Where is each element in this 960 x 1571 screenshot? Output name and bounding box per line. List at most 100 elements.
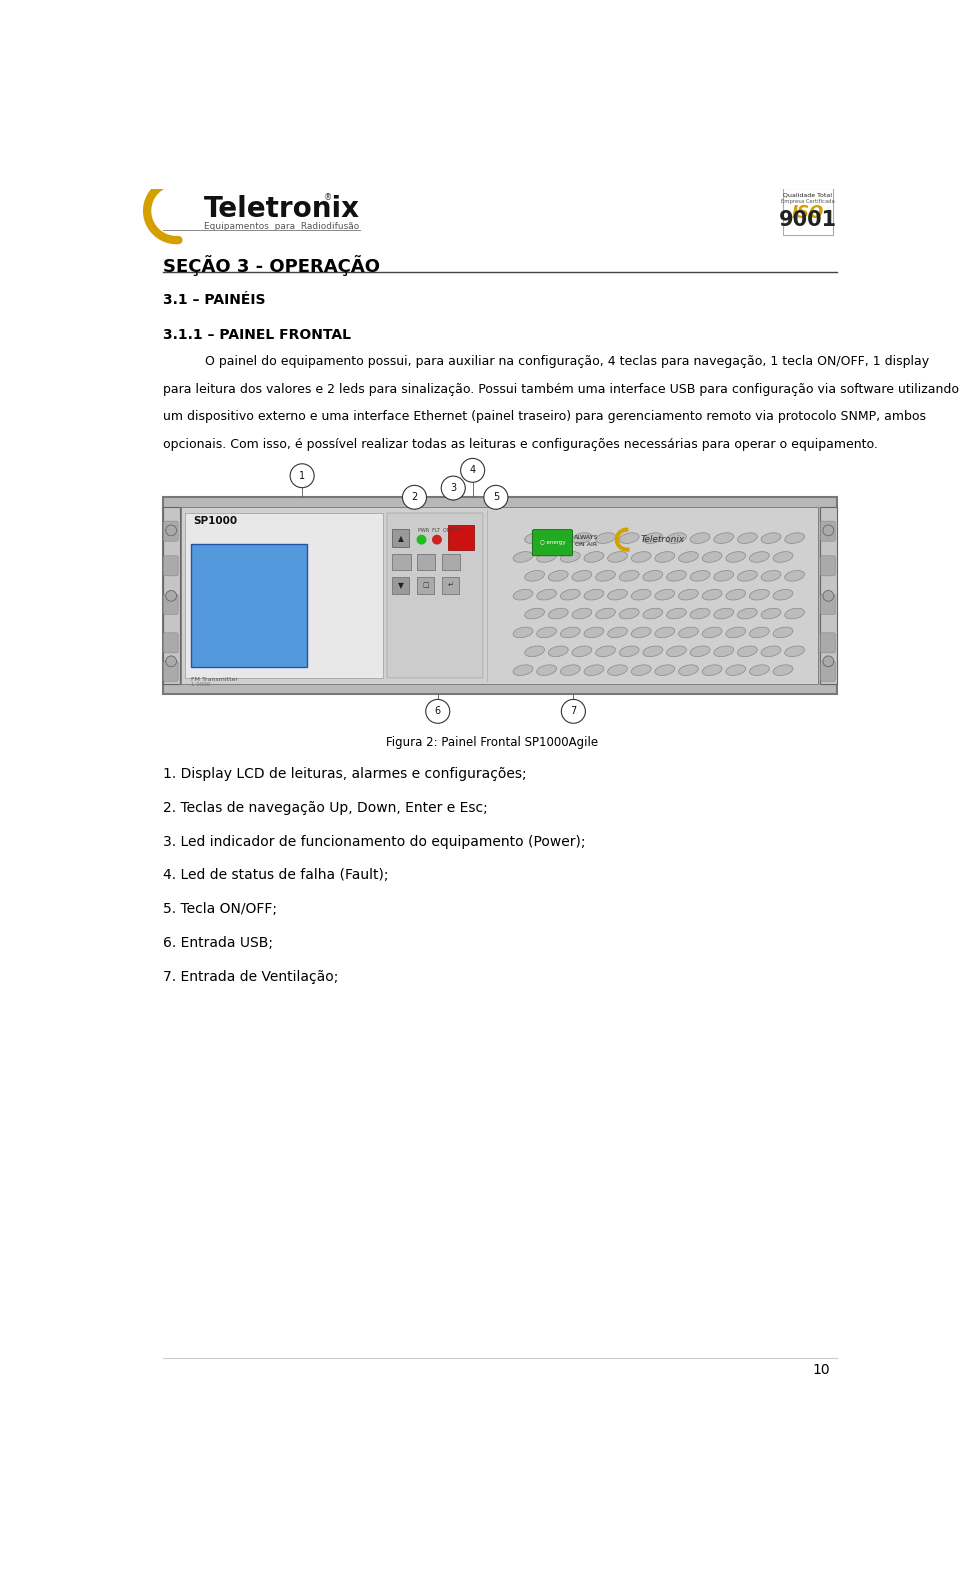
FancyBboxPatch shape [442,553,460,570]
Text: Qualidade Total: Qualidade Total [783,192,832,198]
Ellipse shape [643,570,662,581]
Text: Figura 2: Painel Frontal SP1000Agile: Figura 2: Painel Frontal SP1000Agile [386,735,598,749]
Ellipse shape [584,665,604,676]
Circle shape [290,463,314,487]
Ellipse shape [632,551,651,562]
Ellipse shape [608,551,628,562]
FancyBboxPatch shape [163,556,179,577]
Ellipse shape [584,551,604,562]
FancyBboxPatch shape [190,544,307,668]
Ellipse shape [702,589,722,600]
FancyBboxPatch shape [163,594,179,614]
Ellipse shape [750,551,769,562]
Ellipse shape [761,533,780,544]
Text: 3.1 – PAINÉIS: 3.1 – PAINÉIS [162,294,265,308]
Ellipse shape [548,608,568,619]
FancyBboxPatch shape [392,553,411,570]
Ellipse shape [679,627,698,638]
FancyBboxPatch shape [392,529,409,547]
Circle shape [562,699,586,723]
Ellipse shape [714,646,733,657]
Circle shape [166,525,177,536]
Ellipse shape [679,589,698,600]
Ellipse shape [702,551,722,562]
Ellipse shape [572,608,591,619]
Text: 6. Entrada USB;: 6. Entrada USB; [162,936,273,950]
Ellipse shape [690,608,710,619]
Text: 4. Led de status de falha (Fault);: 4. Led de status de falha (Fault); [162,869,388,883]
Ellipse shape [548,533,568,544]
Ellipse shape [595,608,615,619]
Ellipse shape [561,589,580,600]
Ellipse shape [761,608,780,619]
FancyBboxPatch shape [821,661,835,682]
Ellipse shape [666,646,686,657]
Text: PWR  FLT  ON/OFF: PWR FLT ON/OFF [418,528,461,533]
Circle shape [823,591,834,602]
Ellipse shape [773,627,793,638]
Ellipse shape [655,627,675,638]
Ellipse shape [619,608,639,619]
Ellipse shape [643,533,662,544]
Circle shape [823,657,834,666]
Ellipse shape [537,665,557,676]
Ellipse shape [726,665,746,676]
Ellipse shape [632,665,651,676]
Ellipse shape [655,589,675,600]
Text: opcionais. Com isso, é possível realizar todas as leituras e configurações neces: opcionais. Com isso, é possível realizar… [162,438,877,451]
FancyBboxPatch shape [821,633,835,654]
Ellipse shape [666,533,686,544]
FancyBboxPatch shape [821,556,835,577]
Ellipse shape [561,627,580,638]
Ellipse shape [773,665,793,676]
Ellipse shape [643,608,662,619]
Text: ▼: ▼ [397,581,403,589]
Text: 9001: 9001 [779,211,837,229]
Ellipse shape [548,646,568,657]
Ellipse shape [513,589,533,600]
Ellipse shape [750,665,769,676]
Text: para leitura dos valores e 2 leds para sinalização. Possui também uma interface : para leitura dos valores e 2 leds para s… [162,383,959,396]
FancyBboxPatch shape [392,577,409,594]
Ellipse shape [572,533,591,544]
Text: 7. Entrada de Ventilação;: 7. Entrada de Ventilação; [162,969,338,983]
Ellipse shape [619,570,639,581]
Ellipse shape [595,570,615,581]
Ellipse shape [525,570,544,581]
Ellipse shape [513,551,533,562]
FancyBboxPatch shape [782,189,833,236]
Text: ↵: ↵ [447,583,453,588]
FancyBboxPatch shape [181,506,818,685]
Ellipse shape [595,533,615,544]
Circle shape [166,657,177,666]
Ellipse shape [761,646,780,657]
Ellipse shape [655,551,675,562]
Text: 2: 2 [412,492,418,503]
FancyBboxPatch shape [442,577,459,594]
Ellipse shape [737,570,757,581]
Text: 1 0000: 1 0000 [190,682,210,687]
FancyBboxPatch shape [162,498,837,694]
Ellipse shape [632,627,651,638]
Ellipse shape [726,589,746,600]
Text: Empresa Certificada: Empresa Certificada [780,198,834,204]
Text: 5. Tecla ON/OFF;: 5. Tecla ON/OFF; [162,902,276,916]
FancyBboxPatch shape [821,594,835,614]
Ellipse shape [679,665,698,676]
Ellipse shape [784,646,804,657]
Text: 1: 1 [300,471,305,481]
Text: SP1000: SP1000 [193,515,237,526]
Text: O painel do equipamento possui, para auxiliar na configuração, 4 teclas para nav: O painel do equipamento possui, para aux… [205,355,929,368]
Text: Equipamentos  para  Radiodifusão: Equipamentos para Radiodifusão [204,222,359,231]
Circle shape [402,485,426,509]
Ellipse shape [773,589,793,600]
FancyBboxPatch shape [532,529,572,556]
FancyBboxPatch shape [821,522,835,540]
Ellipse shape [726,551,746,562]
Ellipse shape [537,627,557,638]
Ellipse shape [632,589,651,600]
Text: ALWAYS
ON AIR: ALWAYS ON AIR [573,536,598,547]
Ellipse shape [584,589,604,600]
Ellipse shape [702,627,722,638]
Text: ISO: ISO [792,204,824,222]
